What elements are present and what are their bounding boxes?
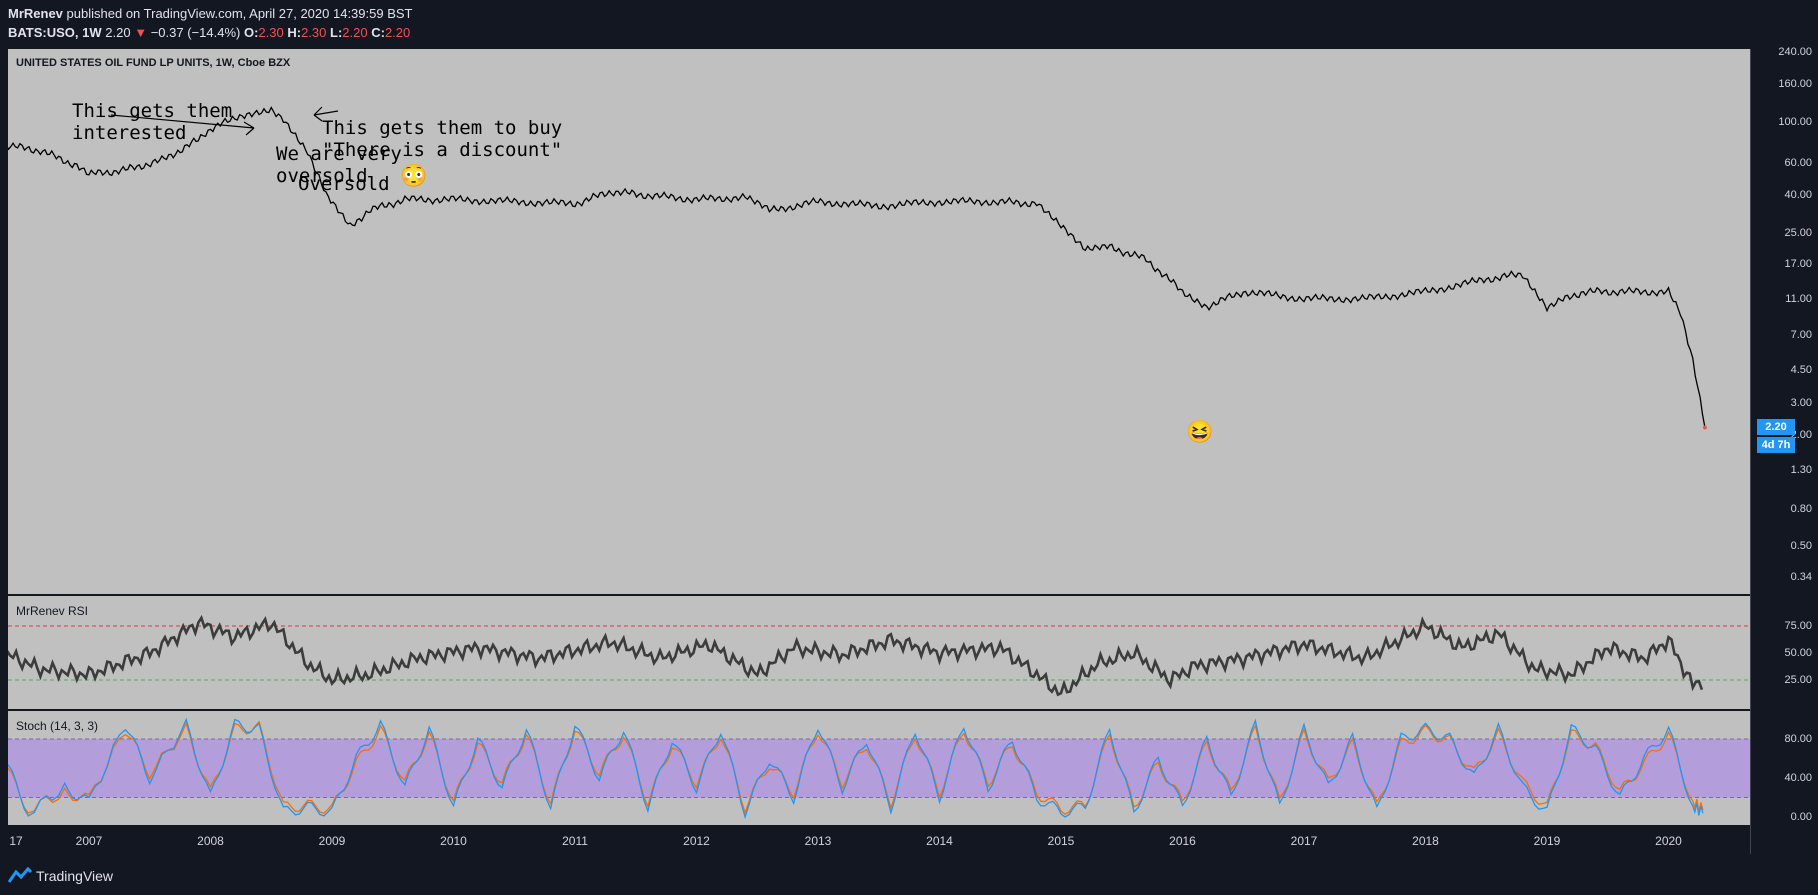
time-tick-label: 2018 bbox=[1412, 834, 1439, 848]
time-tick-label: 2008 bbox=[197, 834, 224, 848]
high-label: H: bbox=[287, 25, 302, 40]
price-tick-label: 60.00 bbox=[1784, 156, 1812, 169]
rsi-tick-label: 50.00 bbox=[1784, 647, 1812, 659]
price-tick-label: 0.34 bbox=[1790, 571, 1812, 583]
price-tick-label: 0.50 bbox=[1790, 540, 1812, 553]
time-tick-label: 2011 bbox=[562, 834, 588, 848]
stoch-pane[interactable]: Stoch (14, 3, 3) bbox=[8, 711, 1750, 825]
footer: TradingView bbox=[0, 857, 1818, 895]
low-value: 2.20 bbox=[342, 25, 368, 40]
annotation-discount[interactable]: This gets them to buy "There is a discou… bbox=[322, 117, 563, 161]
price-tick-label: 3.00 bbox=[1790, 396, 1812, 409]
price-tick-label: 4.50 bbox=[1790, 364, 1812, 377]
stoch-axis[interactable]: 80.00 40.00 0.00 bbox=[1752, 711, 1818, 825]
rsi-title: MrRenev RSI bbox=[16, 604, 89, 618]
symbol-label[interactable]: BATS:USO, 1W bbox=[8, 25, 102, 40]
close-value: 2.20 bbox=[384, 25, 411, 40]
price-tick-label: 100.00 bbox=[1778, 116, 1812, 129]
stoch-tick-label: 80.00 bbox=[1784, 733, 1812, 745]
stoch-k-line[interactable] bbox=[8, 717, 1704, 820]
time-tick-label: 2010 bbox=[440, 834, 467, 848]
brand-name[interactable]: TradingView bbox=[36, 868, 114, 884]
price-change: −0.37 (−14.4%) bbox=[150, 25, 241, 40]
time-tick-label: 2016 bbox=[1169, 834, 1196, 848]
publish-info: MrRenev published on TradingView.com, Ap… bbox=[8, 6, 412, 21]
pane-title: UNITED STATES OIL FUND LP UNITS, 1W, Cbo… bbox=[16, 57, 291, 69]
rsi-series-line[interactable] bbox=[8, 614, 1704, 697]
time-tick-label: 2019 bbox=[1533, 834, 1561, 848]
price-pane[interactable]: UNITED STATES OIL FUND LP UNITS, 1W, Cbo… bbox=[8, 49, 1750, 594]
price-tick-label: 25.00 bbox=[1784, 227, 1812, 240]
price-chart[interactable] bbox=[8, 49, 1750, 594]
open-label: O: bbox=[243, 25, 259, 40]
price-tick-label: 0.80 bbox=[1790, 502, 1812, 515]
price-tick-label: 240.00 bbox=[1778, 46, 1812, 58]
time-tick-label: 2020 bbox=[1655, 834, 1682, 848]
time-tick-label: 2012 bbox=[683, 834, 710, 848]
price-tick-label: 1.30 bbox=[1790, 463, 1812, 476]
price-tick-label: 11.00 bbox=[1785, 292, 1812, 305]
time-tick-label: 2014 bbox=[926, 834, 953, 848]
high-value: 2.30 bbox=[301, 25, 327, 40]
rsi-tick-label: 75.00 bbox=[1784, 620, 1812, 632]
time-tick-label: 2015 bbox=[1047, 834, 1075, 848]
annotation-arrow[interactable] bbox=[110, 114, 255, 136]
rsi-tick-label: 25.00 bbox=[1784, 674, 1812, 686]
price-tick-label: 40.00 bbox=[1784, 189, 1812, 202]
annotation-oversold[interactable]: We are very oversold bbox=[276, 143, 402, 187]
time-axis[interactable]: 17 2007 2008 2009 2010 2011 2012 2013 2014 2015 20… bbox=[8, 826, 1750, 854]
last-price-point[interactable] bbox=[1702, 425, 1707, 430]
time-tick-label: 2013 bbox=[804, 834, 832, 848]
price-tick-label: 2.00 bbox=[1790, 429, 1812, 442]
publish-date: published on TradingView.com, April 27, … bbox=[66, 6, 413, 21]
countdown-badge: 4d 7h bbox=[1757, 437, 1795, 453]
stoch-tick-label: 0.00 bbox=[1790, 811, 1812, 823]
price-tick-label: 160.00 bbox=[1778, 78, 1812, 91]
stoch-title: Stoch (14, 3, 3) bbox=[16, 719, 99, 733]
rsi-chart[interactable] bbox=[8, 596, 1750, 709]
author-name[interactable]: MrRenev bbox=[8, 6, 63, 21]
rsi-axis[interactable]: 75.00 50.00 25.00 bbox=[1752, 596, 1818, 709]
open-value: 2.30 bbox=[258, 25, 284, 40]
annotation-oversold-2[interactable]: Oversold bbox=[298, 173, 390, 195]
price-axis[interactable]: 240.00 160.00 100.00 60.00 40.00 25.00 17.00 11… bbox=[1752, 46, 1818, 594]
laughing-emoji-icon[interactable]: 😆 bbox=[1186, 419, 1214, 444]
stoch-tick-label: 40.00 bbox=[1784, 772, 1812, 784]
price-tick-label: 7.00 bbox=[1790, 328, 1812, 341]
last-price-badge: 2.20 bbox=[1757, 419, 1795, 435]
stoch-chart[interactable] bbox=[8, 711, 1750, 825]
time-tick-label: 2017 bbox=[1290, 834, 1318, 848]
low-label: L: bbox=[330, 25, 343, 40]
rsi-pane[interactable]: MrRenev RSI bbox=[8, 596, 1750, 709]
last-price: 2.20 bbox=[105, 25, 131, 40]
tradingview-logo-icon[interactable] bbox=[8, 866, 32, 884]
symbol-info: BATS:USO, 1W 2.20 ▼ −0.37 (−14.4%) O:2.3… bbox=[8, 25, 410, 40]
price-tick-label: 17.00 bbox=[1784, 257, 1812, 270]
annotation-interested[interactable]: This gets them interested bbox=[72, 100, 233, 144]
price-series-line[interactable] bbox=[8, 106, 1706, 428]
time-tick-label: 2007 bbox=[75, 834, 103, 848]
axis-separator bbox=[1750, 49, 1751, 854]
time-tick-label: 2009 bbox=[318, 834, 346, 848]
flushed-emoji-icon[interactable]: 😳 bbox=[400, 163, 428, 188]
time-tick-label: 17 bbox=[9, 834, 23, 848]
down-arrow-icon: ▼ bbox=[134, 25, 148, 40]
annotation-arrow[interactable] bbox=[313, 106, 339, 122]
close-label: C: bbox=[371, 25, 385, 40]
